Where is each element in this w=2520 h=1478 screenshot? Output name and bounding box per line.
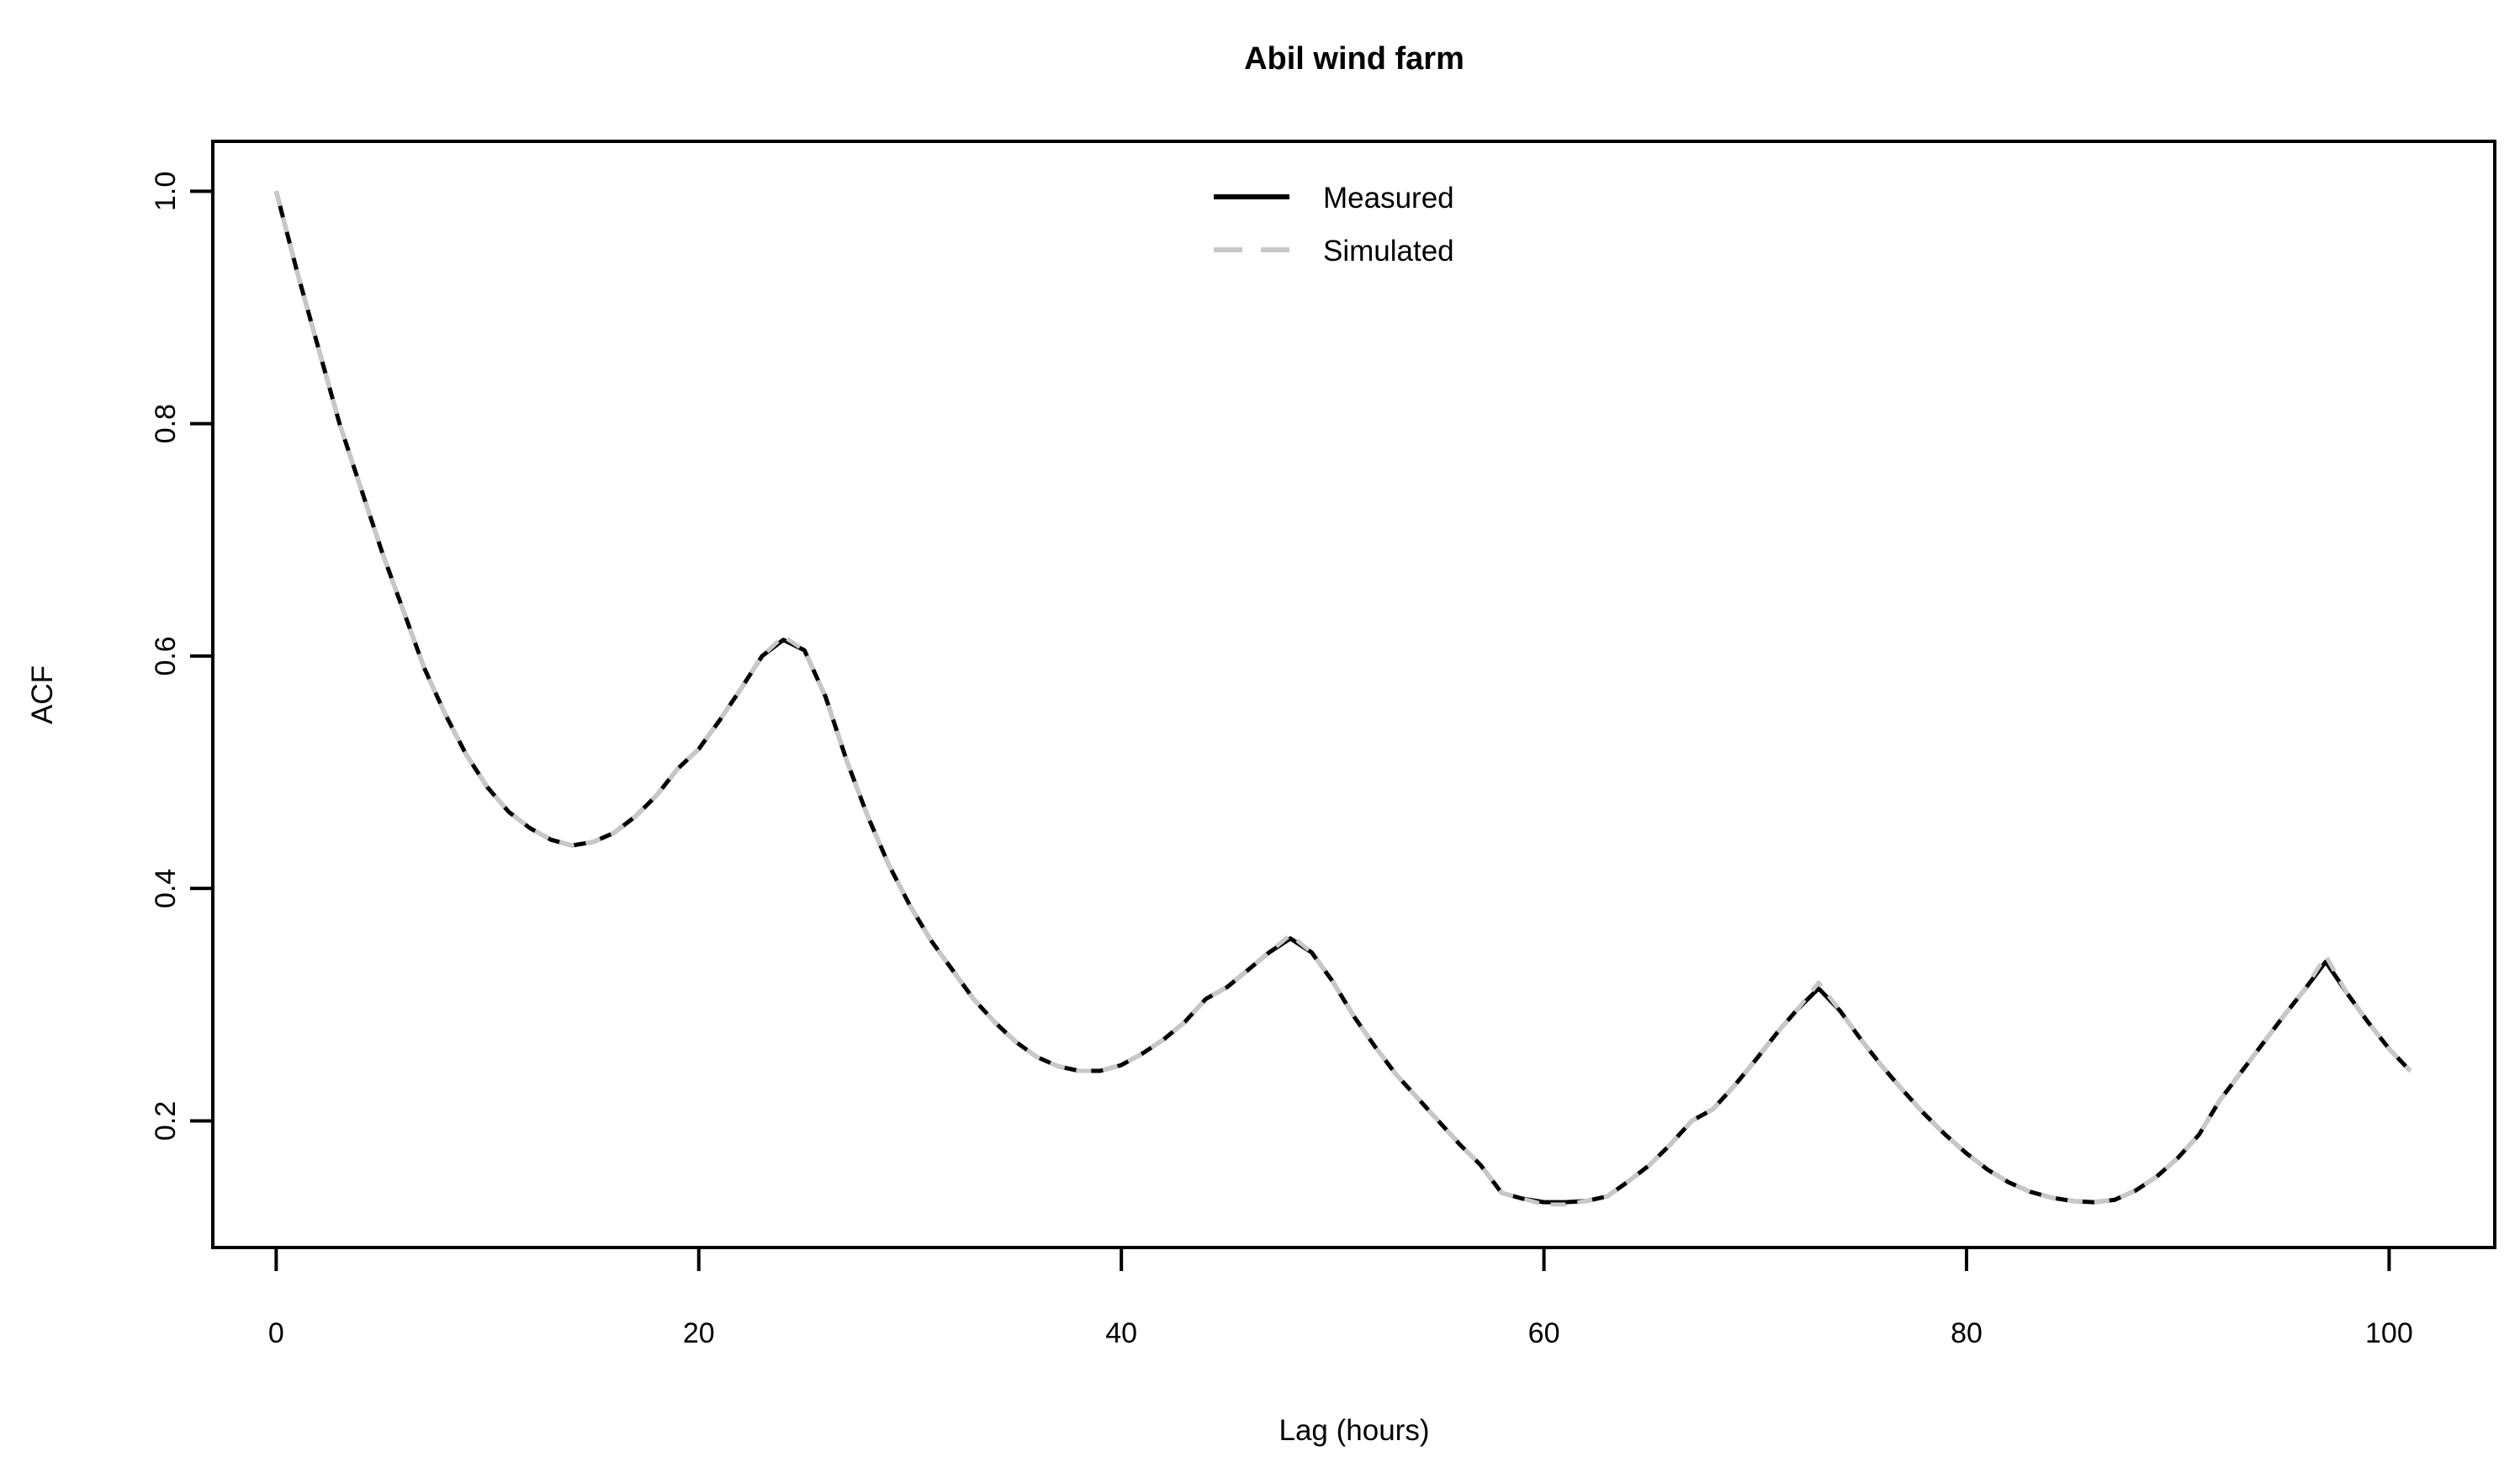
chart-title: Abil wind farm <box>1244 41 1464 77</box>
x-tick-label: 80 <box>1951 1317 1983 1349</box>
x-tick-label: 60 <box>1528 1317 1560 1349</box>
legend: Measured Simulated <box>1214 182 1454 268</box>
x-tick-label: 0 <box>268 1317 284 1349</box>
x-tick-label: 40 <box>1105 1317 1137 1349</box>
y-tick-label: 1.0 <box>150 172 182 211</box>
y-tick-label: 0.8 <box>150 404 182 443</box>
x-axis-label: Lag (hours) <box>1279 1414 1430 1447</box>
plot-box <box>211 140 2496 1249</box>
axes-layer: 0.2 0.4 0.6 0.8 1.0 0 20 40 60 80 100 <box>150 140 2496 1349</box>
y-tick-label: 0.4 <box>150 869 182 909</box>
series-line-measured <box>273 190 2412 1205</box>
series-layer <box>273 190 2412 1207</box>
y-tick-label: 0.6 <box>150 636 182 675</box>
x-tick-label: 100 <box>2365 1317 2413 1349</box>
y-axis-label: ACF <box>26 665 59 724</box>
legend-measured-label: Measured <box>1323 182 1454 215</box>
series-line-simulated <box>273 190 2412 1207</box>
y-tick-label: 0.2 <box>150 1101 182 1141</box>
legend-simulated-label: Simulated <box>1323 235 1454 268</box>
x-tick-label: 20 <box>683 1317 715 1349</box>
